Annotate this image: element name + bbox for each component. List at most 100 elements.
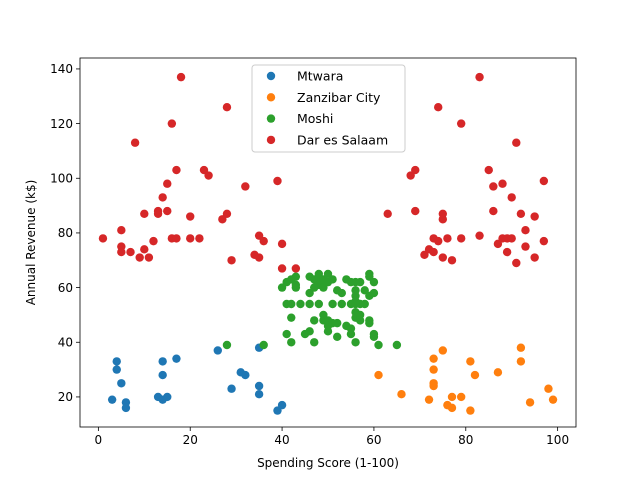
data-point (277, 239, 287, 249)
y-tick-label: 40 (58, 336, 73, 350)
y-axis-label: Annual Revenue (k$) (24, 180, 38, 306)
data-point (227, 384, 236, 393)
data-point (117, 226, 126, 235)
series-dar-es-salaam (98, 72, 549, 273)
data-point (273, 176, 282, 186)
x-tick-label: 0 (95, 433, 103, 447)
data-point (447, 392, 457, 402)
series-mtwara (107, 343, 287, 415)
data-point (310, 338, 319, 347)
data-point (163, 206, 172, 216)
data-point (369, 288, 379, 298)
data-point (259, 236, 268, 246)
data-point (337, 299, 346, 309)
data-point (438, 253, 448, 262)
data-point (277, 264, 287, 273)
data-point (163, 392, 172, 402)
data-point (204, 171, 213, 180)
data-point (98, 234, 108, 243)
data-point (456, 392, 466, 402)
data-point (332, 332, 342, 341)
data-point (374, 370, 383, 380)
data-point (507, 193, 516, 202)
data-point (172, 165, 181, 175)
series-zanzibar-city (374, 343, 558, 415)
data-point (254, 253, 264, 262)
data-point (516, 357, 526, 366)
data-point (521, 226, 530, 235)
legend-item: Mtwara (266, 69, 343, 84)
data-point (254, 381, 264, 391)
data-point (277, 400, 287, 410)
data-point (282, 329, 291, 339)
legend-marker (266, 93, 276, 102)
data-point (167, 119, 177, 128)
data-point (130, 138, 140, 147)
data-point (424, 395, 434, 404)
data-point (470, 370, 480, 380)
data-point (489, 182, 498, 191)
x-tick-label: 60 (366, 433, 381, 447)
data-point (355, 310, 365, 320)
data-point (172, 354, 181, 363)
data-point (222, 209, 232, 218)
data-point (512, 138, 521, 147)
legend-item: Moshi (266, 111, 333, 126)
y-tick-label: 100 (50, 172, 73, 186)
data-point (365, 316, 374, 325)
data-point (521, 242, 530, 251)
data-point (337, 288, 346, 298)
data-point (186, 234, 195, 243)
data-point (438, 346, 448, 355)
data-point (434, 103, 443, 112)
points-layer (98, 72, 558, 415)
data-point (360, 299, 369, 309)
data-point (112, 357, 121, 366)
data-point (195, 234, 204, 243)
legend-box (251, 64, 406, 153)
data-point (484, 165, 493, 175)
data-point (456, 119, 466, 128)
y-tick-label: 60 (58, 281, 73, 295)
data-point (466, 357, 475, 366)
data-point (117, 379, 126, 388)
data-point (140, 209, 149, 218)
data-point (314, 299, 324, 309)
data-point (144, 253, 154, 262)
data-point (539, 236, 549, 246)
data-point (392, 340, 402, 350)
data-point (176, 72, 186, 82)
plot-frame (79, 57, 577, 428)
data-point (117, 247, 126, 257)
legend-label: Moshi (297, 111, 333, 126)
data-point (135, 253, 144, 262)
legend-label: Mtwara (297, 69, 343, 84)
data-point (493, 368, 503, 377)
data-point (498, 179, 507, 188)
data-point (259, 340, 268, 350)
data-point (355, 277, 365, 287)
data-point (287, 299, 296, 309)
data-point (475, 72, 484, 82)
x-tick-label: 100 (546, 433, 569, 447)
data-point (411, 165, 420, 175)
data-point (222, 340, 232, 350)
data-point (489, 206, 498, 216)
legend-marker (266, 71, 276, 81)
y-tick-label: 80 (58, 226, 73, 240)
data-point (466, 406, 475, 415)
data-point (434, 236, 443, 246)
data-point (351, 338, 360, 347)
data-point (126, 247, 135, 257)
data-point (328, 275, 337, 284)
data-point (153, 209, 163, 218)
data-point (512, 258, 521, 268)
data-point (305, 327, 314, 336)
legend-label: Zanzibar City (297, 90, 381, 105)
data-point (429, 354, 438, 363)
legend-marker (266, 114, 276, 123)
data-point (186, 212, 195, 221)
legend-item: Dar es Salaam (266, 132, 388, 147)
data-point (438, 215, 448, 224)
